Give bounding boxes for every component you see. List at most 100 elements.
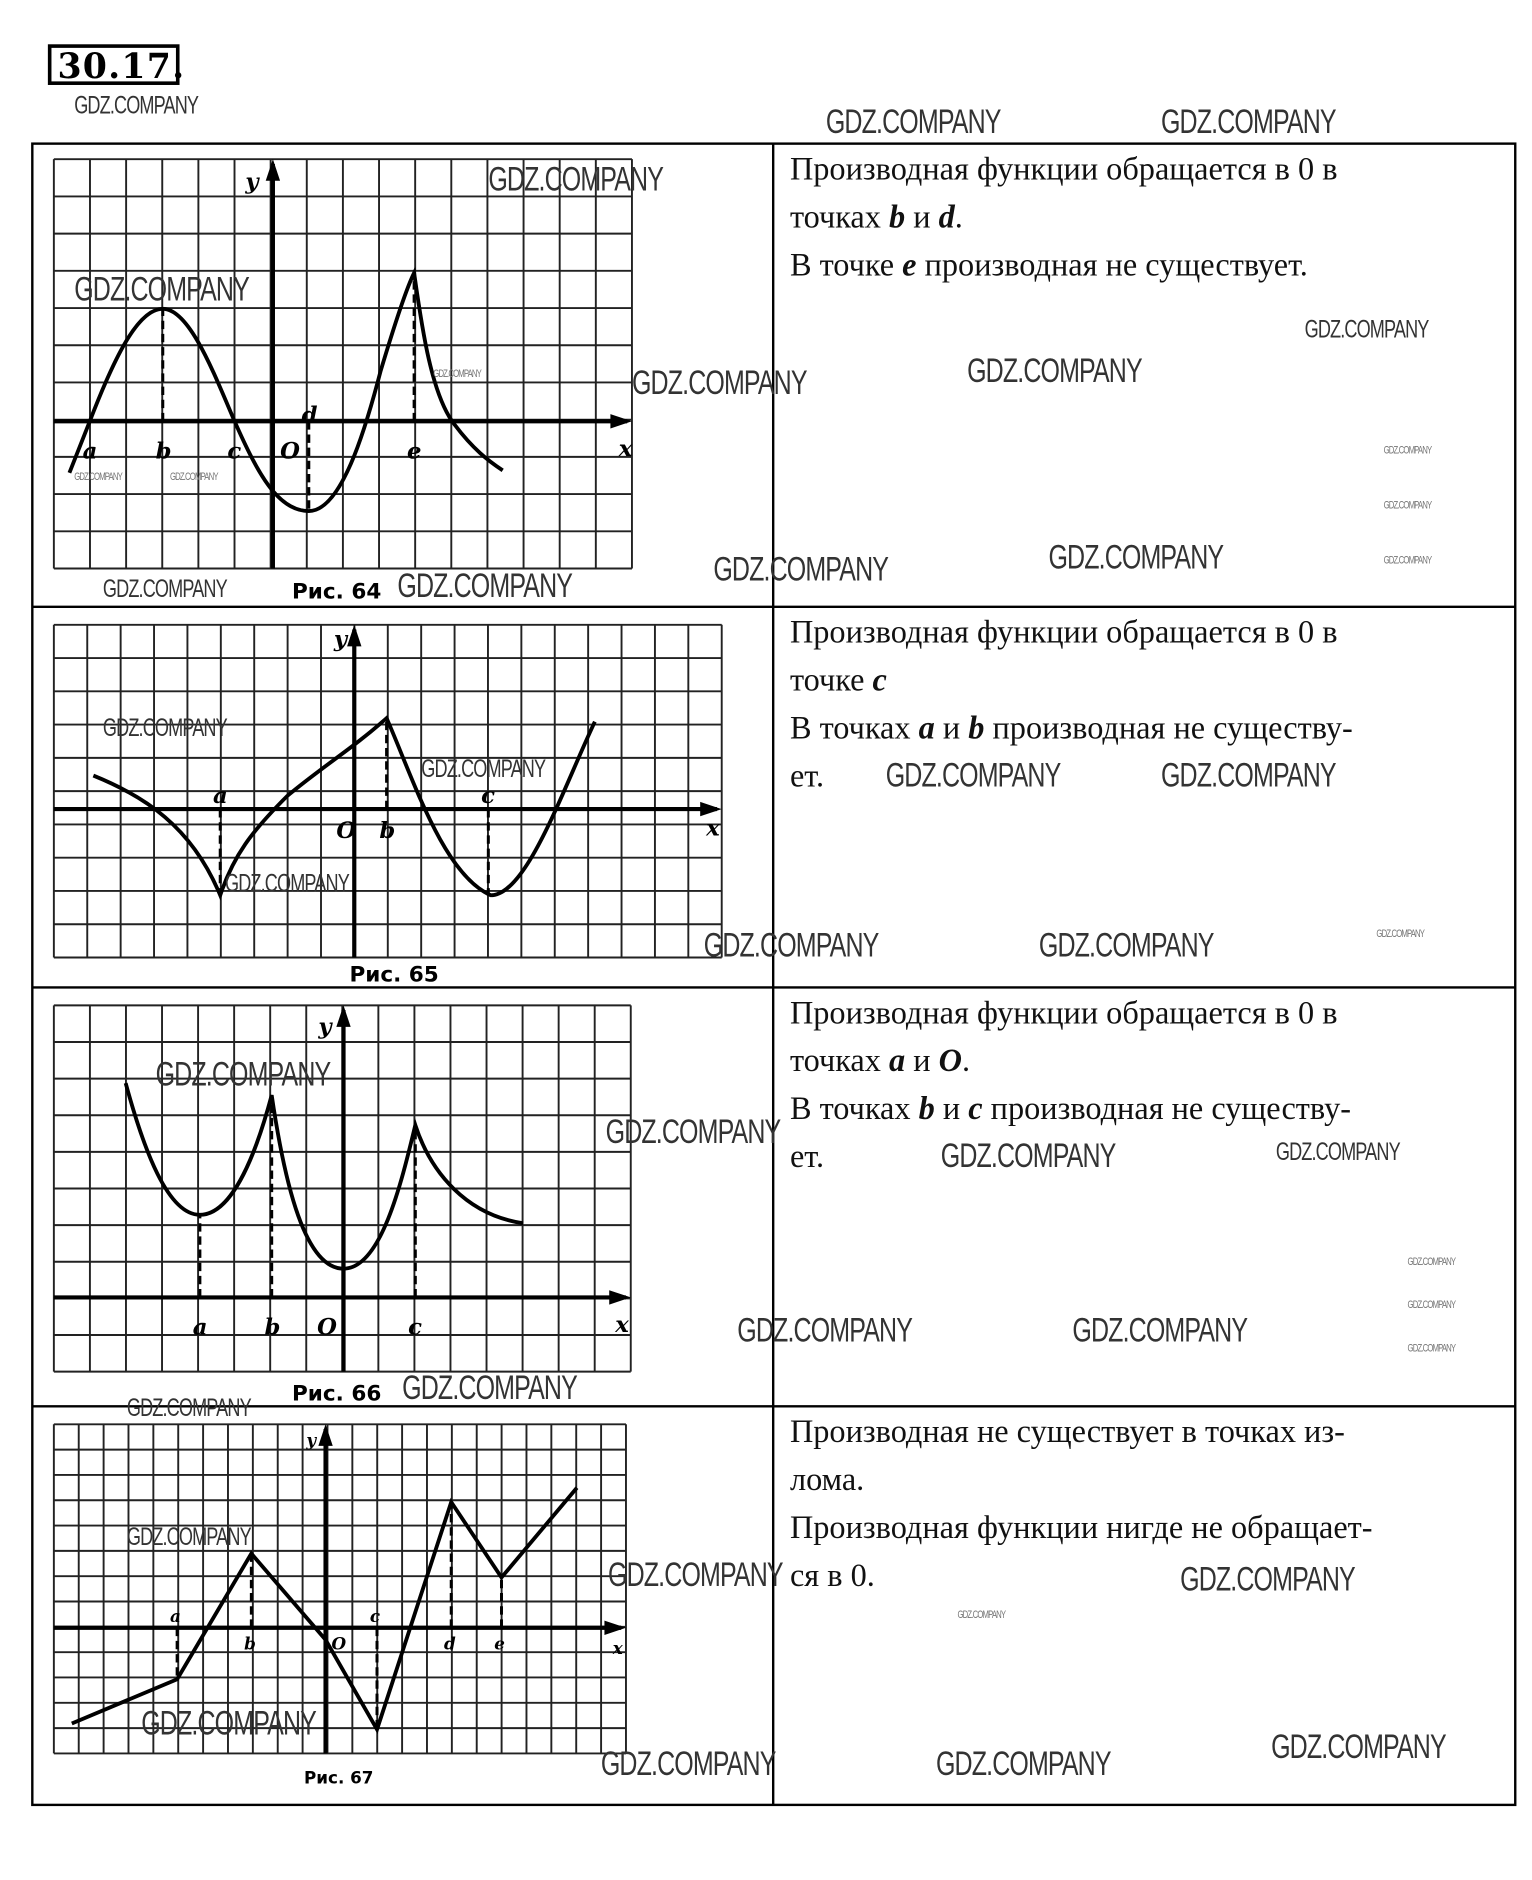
watermark: GDZ.COMPANY (1160, 756, 1337, 795)
text-segment: В точках (789, 709, 919, 746)
watermark: GDZ.COMPANY (74, 270, 250, 309)
watermark: GDZ.COMPANY (1383, 554, 1433, 567)
text-segment: производная не существу- (984, 709, 1353, 746)
watermark: GDZ.COMPANY (940, 1137, 1117, 1176)
text-segment: и (934, 709, 969, 746)
point-label-e: e (407, 438, 421, 464)
figure-2: a O b c x y Рис. 65 (52, 623, 723, 987)
watermark: GDZ.COMPANY (1271, 1728, 1447, 1767)
point-name: a (918, 709, 935, 746)
watermark: GDZ.COMPANY (397, 567, 573, 606)
problem-number: 30.17. (47, 44, 184, 85)
watermark: GDZ.COMPANY (1407, 1298, 1457, 1311)
watermark: GDZ.COMPANY (1376, 927, 1425, 940)
text-segment: В точке (789, 246, 903, 283)
point-name: d (938, 198, 955, 235)
text-segment: ет. (789, 757, 825, 794)
figure-caption: Рис. 66 (292, 1381, 381, 1406)
watermark: GDZ.COMPANY (1407, 1255, 1457, 1268)
watermark: GDZ.COMPANY (1038, 926, 1215, 965)
answer-line: ет. (790, 752, 1353, 800)
y-axis-arrow-icon (336, 1005, 351, 1027)
x-axis-arrow-icon (610, 414, 632, 429)
watermark: GDZ.COMPANY (737, 1311, 913, 1351)
figure-caption: Рис. 64 (292, 579, 381, 604)
y-axis-arrow-icon (347, 624, 362, 647)
answer-line: Производная функции обращается в 0 в (790, 989, 1351, 1037)
watermark: GDZ.COMPANY (935, 1745, 1112, 1784)
point-label-b: b (379, 818, 395, 844)
text-segment: Производная функции обращается в 0 в (789, 613, 1338, 650)
answer-line: В точках b и c производная не существу- (790, 1084, 1351, 1132)
figure-1: a b c Od e x y Рис. 64 (52, 158, 633, 604)
x-axis-label: x (705, 815, 720, 841)
watermark: GDZ.COMPANY (488, 160, 664, 199)
figure-caption: Рис. 65 (349, 962, 438, 987)
point-label-c: c (227, 438, 241, 464)
x-axis-label: x (618, 436, 633, 462)
watermark: GDZ.COMPANY (703, 926, 880, 965)
x-axis-arrow-icon (604, 1620, 626, 1635)
answer-text-3: Производная функции обращается в 0 в точк… (790, 989, 1351, 1181)
watermark: GDZ.COMPANY (225, 870, 350, 898)
answer-line: В точках a и b производная не существу- (790, 704, 1353, 752)
answer-line: Производная функции обращается в 0 в (790, 608, 1353, 656)
text-segment: Производная функции обращается в 0 в (789, 150, 1338, 187)
answer-line: ет. (790, 1132, 1351, 1180)
function-graph (92, 714, 597, 901)
figure-4: a b Oc d e x y Рис. 67 (52, 1423, 627, 1787)
text-segment: точках (789, 1042, 890, 1079)
answer-line: Производная не существует в точках из- (790, 1408, 1373, 1456)
watermark: GDZ.COMPANY (155, 1055, 332, 1094)
text-segment: Производная функции обращается в 0 в (789, 994, 1338, 1031)
point-name: c (872, 661, 887, 698)
point-label-a: a (170, 1606, 181, 1626)
point-name: e (902, 246, 917, 283)
answer-text-2: Производная функции обращается в 0 в точк… (790, 608, 1353, 800)
watermark: GDZ.COMPANY (402, 1369, 578, 1408)
text-segment: . (954, 198, 963, 235)
text-segment: . (961, 1042, 971, 1079)
x-axis-label: x (612, 1638, 624, 1658)
y-axis-label: y (244, 169, 260, 195)
text-segment: и (905, 1042, 939, 1079)
point-label-d: d (302, 402, 318, 428)
answer-line: точке c (790, 656, 1353, 704)
watermark: GDZ.COMPANY (1048, 538, 1224, 577)
watermark: GDZ.COMPANY (421, 755, 546, 783)
point-label-c: c (370, 1606, 380, 1626)
function-graph (67, 266, 504, 513)
point-label-O: O (332, 1633, 347, 1653)
watermark: GDZ.COMPANY (825, 102, 1002, 142)
point-label-a: a (83, 438, 98, 464)
point-name: a (889, 1042, 906, 1079)
watermark: GDZ.COMPANY (605, 1113, 782, 1152)
text-segment: и (905, 198, 939, 235)
answer-line: ся в 0. (790, 1551, 1373, 1599)
watermark: GDZ.COMPANY (957, 1608, 1007, 1621)
watermark: GDZ.COMPANY (1304, 315, 1430, 344)
watermark: GDZ.COMPANY (1407, 1341, 1457, 1354)
watermark: GDZ.COMPANY (102, 714, 228, 743)
watermark: GDZ.COMPANY (631, 363, 808, 403)
watermark: GDZ.COMPANY (885, 756, 1062, 795)
text-segment: ет. (789, 1138, 825, 1175)
answer-line: точках b и d. (790, 193, 1338, 241)
x-axis-label: x (614, 1312, 629, 1338)
figure-caption: Рис. 67 (304, 1767, 373, 1787)
text-segment: ся в 0. (789, 1557, 875, 1594)
answer-line: В точке e производная не существует. (790, 241, 1338, 289)
x-axis-arrow-icon (609, 1290, 631, 1305)
watermark: GDZ.COMPANY (1383, 499, 1433, 512)
text-segment: и (934, 1090, 969, 1127)
watermark: GDZ.COMPANY (74, 470, 123, 483)
point-label-c: c (408, 1315, 422, 1341)
function-graph (71, 1486, 579, 1735)
watermark: GDZ.COMPANY (169, 470, 219, 483)
point-name: c (968, 1090, 983, 1127)
watermark: GDZ.COMPANY (126, 1394, 252, 1422)
point-label-a: a (213, 783, 228, 809)
